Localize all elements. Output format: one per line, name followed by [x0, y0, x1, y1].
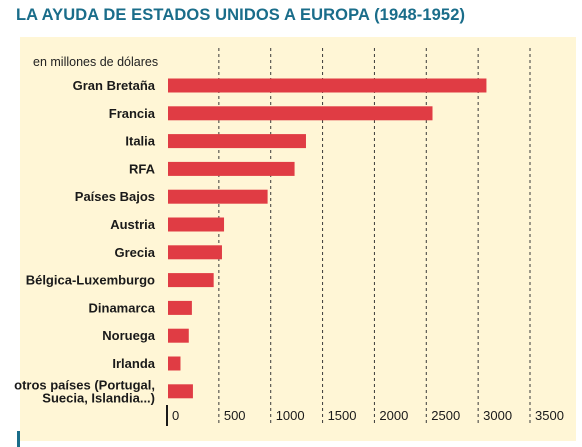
category-labels: Gran Bretaña Francia Italia RFA Países Bajos…	[14, 78, 156, 405]
category-label-5: Austria	[110, 217, 156, 232]
tick-label-2500: 2500	[431, 408, 460, 423]
category-label-1: Francia	[109, 106, 156, 121]
category-label-4: Países Bajos	[75, 189, 155, 204]
tick-label-500: 500	[224, 408, 246, 423]
bar-7	[168, 273, 214, 288]
tick-label-3500: 3500	[535, 408, 564, 423]
category-label-9: Noruega	[102, 328, 156, 343]
bar-9	[168, 328, 189, 343]
tick-label-1500: 1500	[328, 408, 357, 423]
chart-title: LA AYUDA DE ESTADOS UNIDOS A EUROPA (194…	[16, 6, 466, 24]
bar-8	[168, 300, 192, 315]
bar-4	[168, 189, 268, 204]
bar-6	[168, 245, 222, 260]
unit-label: en millones de dólares	[33, 55, 158, 69]
category-label-6: Grecia	[115, 245, 156, 260]
chart-panel	[20, 37, 576, 441]
category-label-3: RFA	[129, 161, 156, 176]
tick-label-2000: 2000	[379, 408, 408, 423]
tick-labels: 0 500 1000 1500 2000 2500 3000 3500	[172, 408, 564, 423]
bar-5	[168, 217, 225, 232]
bar-1	[168, 106, 433, 121]
category-label-11-line-1: Suecia, Islandia...)	[42, 390, 155, 405]
category-label-10: Irlanda	[112, 356, 155, 371]
grid-lines	[218, 48, 531, 426]
category-label-2: Italia	[125, 134, 155, 149]
tick-label-3000: 3000	[483, 408, 512, 423]
bar-10	[168, 356, 181, 371]
bar-3	[168, 161, 295, 176]
category-label-11-line-0: otros países (Portugal,	[14, 377, 155, 392]
category-label-11: otros países (Portugal, Suecia, Islandia.…	[14, 377, 155, 405]
panel-accent	[17, 431, 20, 447]
bar-11	[168, 384, 193, 399]
tick-label-1000: 1000	[276, 408, 305, 423]
bar-0	[168, 78, 487, 93]
bars	[168, 78, 487, 399]
category-label-0: Gran Bretaña	[73, 78, 156, 93]
category-label-7: Bélgica-Luxemburgo	[26, 273, 155, 288]
category-label-8: Dinamarca	[89, 300, 156, 315]
tick-label-0: 0	[172, 408, 179, 423]
bar-2	[168, 134, 306, 149]
